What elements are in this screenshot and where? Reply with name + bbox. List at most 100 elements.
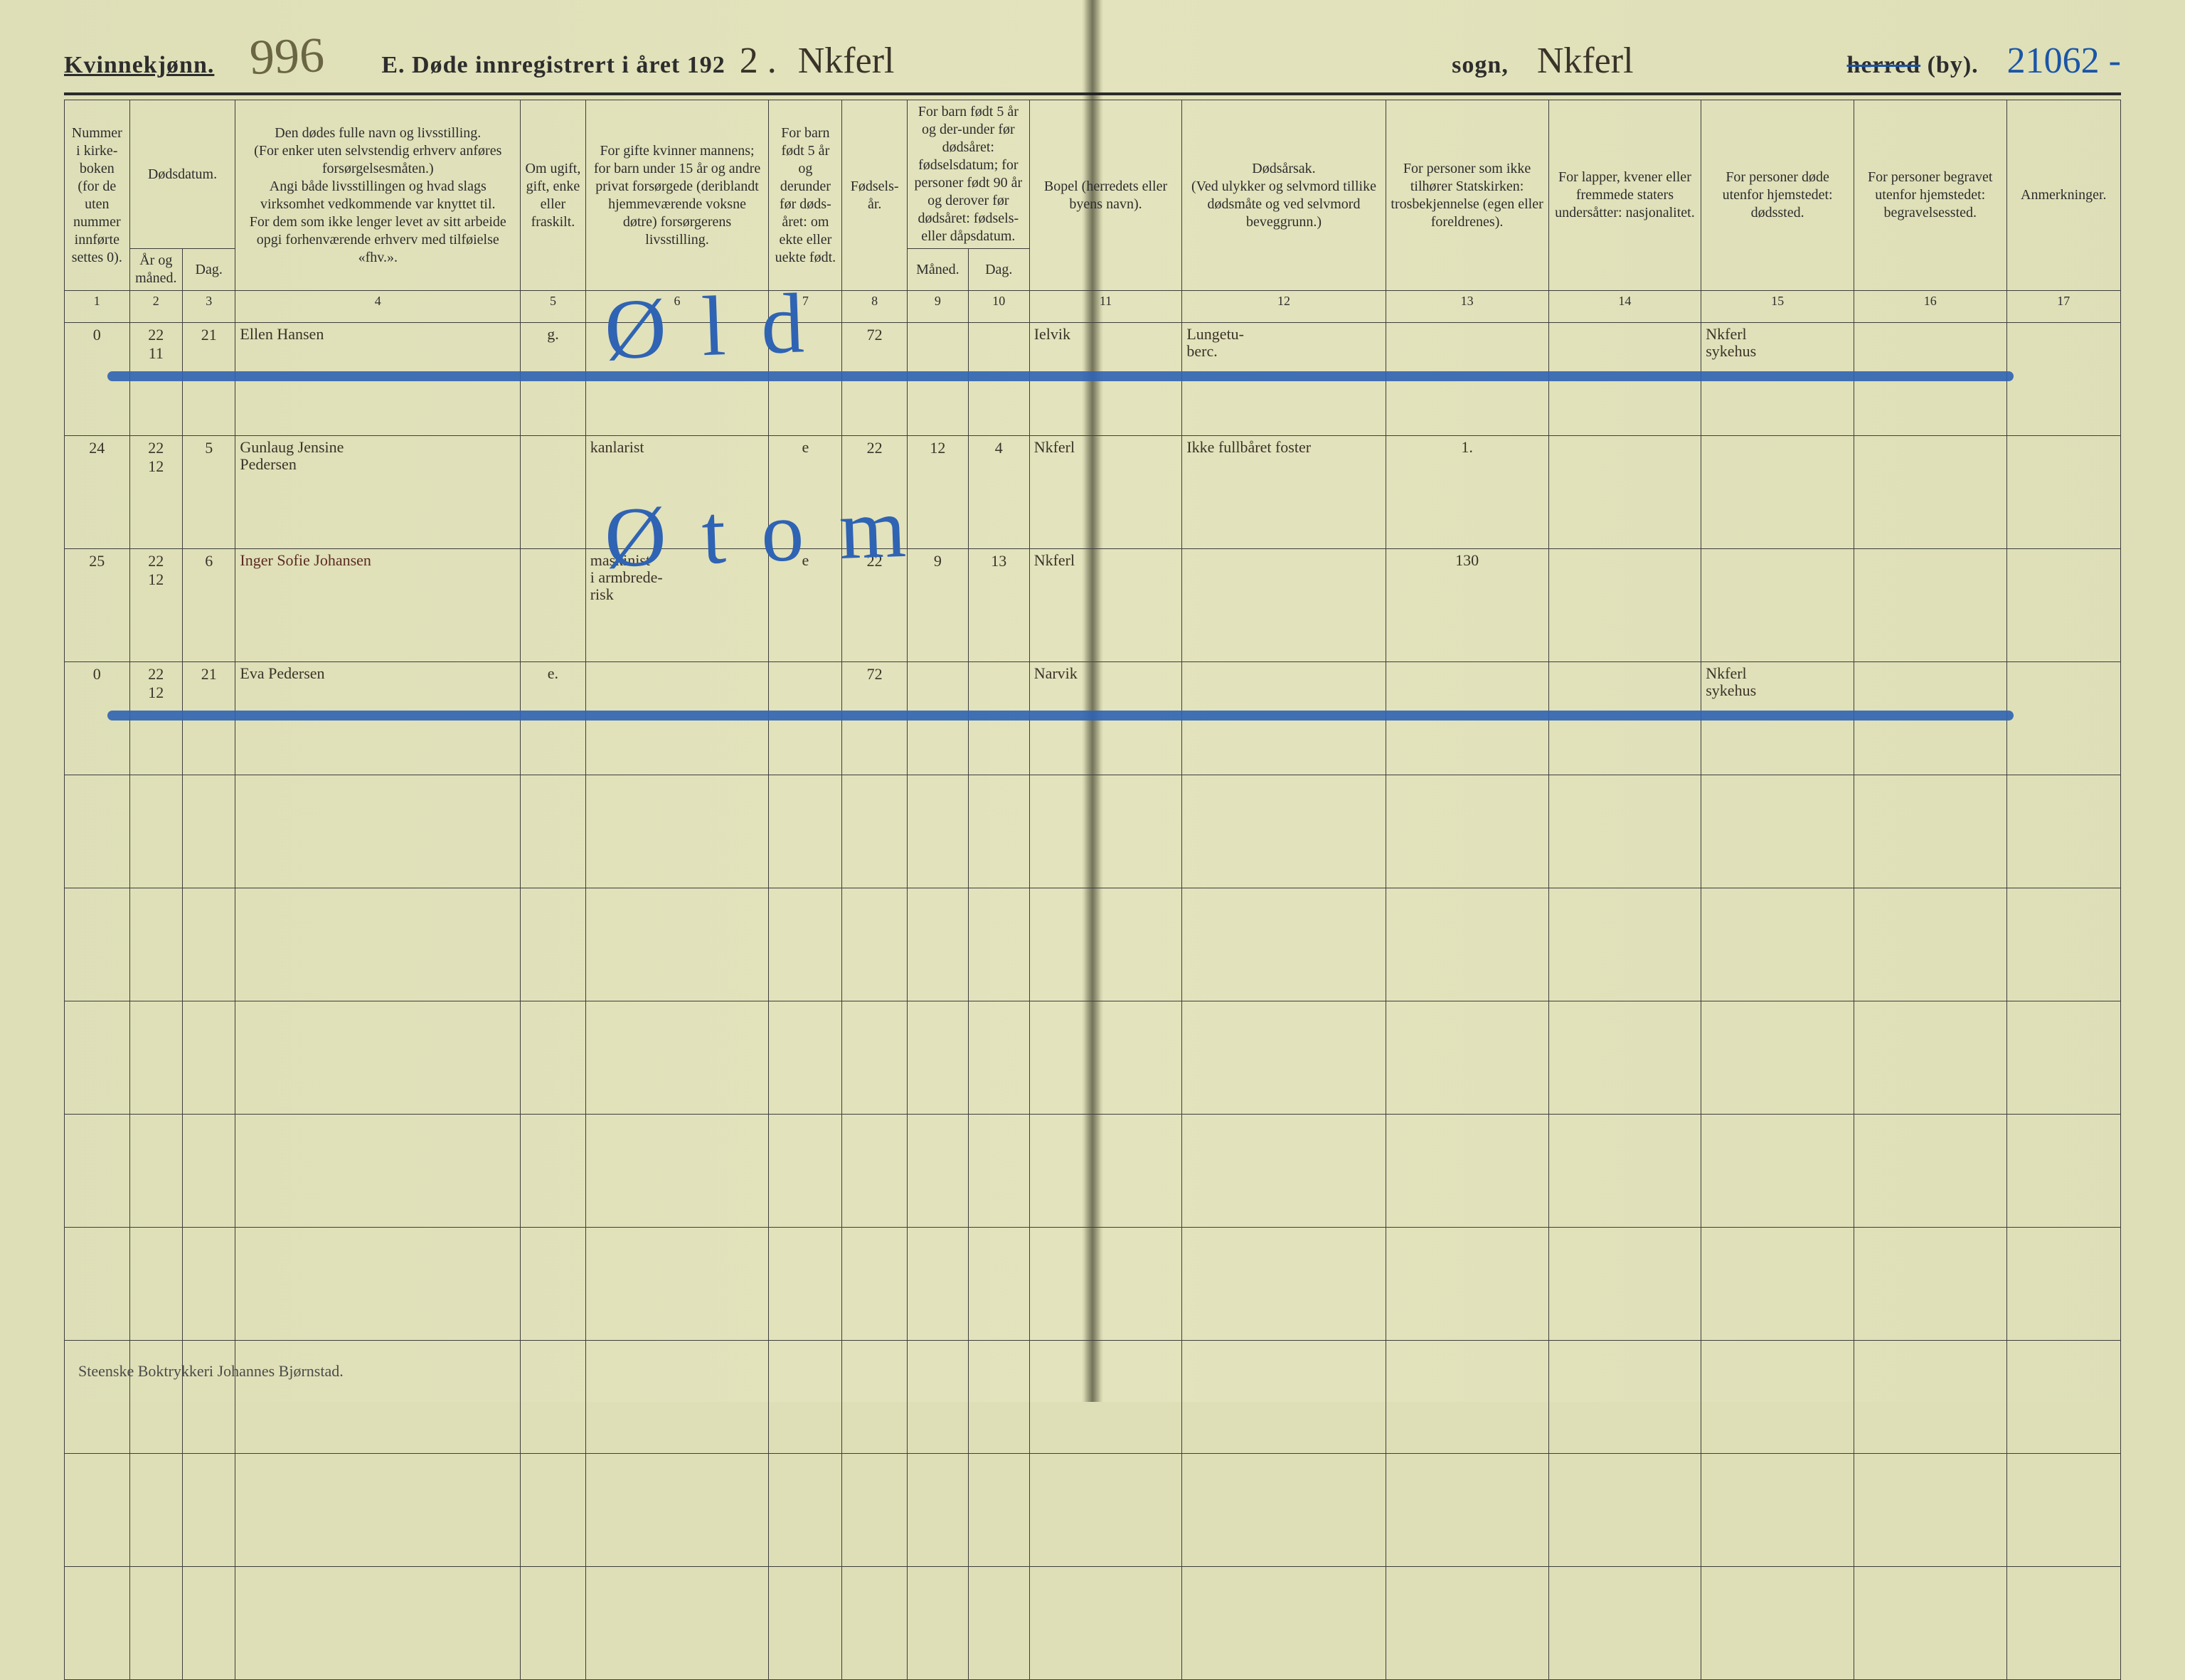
empty-cell (907, 1567, 968, 1680)
empty-cell (1386, 1228, 1548, 1341)
empty-cell (968, 1001, 1029, 1115)
cell-notes (2006, 662, 2120, 775)
cell-residence: Narvik (1029, 662, 1182, 775)
empty-cell (585, 1454, 769, 1567)
empty-cell (2006, 775, 2120, 888)
cell-provider (585, 662, 769, 775)
empty-cell (769, 1115, 842, 1228)
table-head: Nummer i kirke-boken (for de uten nummer… (65, 100, 2121, 323)
empty-cell (521, 1228, 586, 1341)
empty-cell (842, 888, 908, 1001)
table-row (65, 775, 2121, 888)
herred-struck: herred (1847, 52, 1921, 78)
empty-cell (968, 1454, 1029, 1567)
empty-cell (1854, 1454, 2006, 1567)
empty-cell (235, 1228, 521, 1341)
empty-cell (1854, 1341, 2006, 1454)
colnum: 9 (907, 291, 968, 323)
empty-cell (1182, 1567, 1386, 1680)
empty-cell (183, 1454, 235, 1567)
empty-cell (1182, 1115, 1386, 1228)
colnum: 7 (769, 291, 842, 323)
col-2-top-header: Dødsdatum. (129, 100, 235, 249)
cell-name: Eva Pedersen (235, 662, 521, 775)
empty-cell (65, 1567, 130, 1680)
empty-cell (907, 1228, 968, 1341)
cell-death-place: Nkferl sykehus (1701, 662, 1854, 775)
empty-cell (1854, 1567, 2006, 1680)
colnum: 12 (1182, 291, 1386, 323)
empty-cell (1182, 1001, 1386, 1115)
empty-cell (968, 775, 1029, 888)
col-6-header: For gifte kvinner mannens; for barn unde… (585, 100, 769, 291)
cell-b-month: 9 (907, 549, 968, 662)
empty-cell (585, 1001, 769, 1115)
cell-nat (1548, 662, 1701, 775)
cell-num: 25 (65, 549, 130, 662)
empty-cell (2006, 1341, 2120, 1454)
empty-cell (65, 1341, 130, 1454)
cell-legit: e (769, 436, 842, 549)
empty-cell (235, 1341, 521, 1454)
ledger-table: Nummer i kirke-boken (for de uten nummer… (64, 100, 2121, 1680)
empty-cell (1386, 775, 1548, 888)
table-row (65, 1567, 2121, 1680)
cell-day: 5 (183, 436, 235, 549)
cell-birth-year: 72 (842, 662, 908, 775)
empty-cell (129, 1567, 182, 1680)
cell-birth-year: 22 (842, 436, 908, 549)
empty-cell (1029, 1567, 1182, 1680)
cell-birth-year: 22 (842, 549, 908, 662)
empty-cell (1854, 1228, 2006, 1341)
empty-cell (235, 1454, 521, 1567)
empty-cell (1701, 1341, 1854, 1454)
empty-cell (585, 1228, 769, 1341)
empty-cell (1548, 888, 1701, 1001)
table-row (65, 1454, 2121, 1567)
empty-cell (65, 1228, 130, 1341)
empty-cell (968, 1341, 1029, 1454)
cell-status (521, 549, 586, 662)
col-9a-header: Måned. (907, 249, 968, 291)
empty-cell (129, 775, 182, 888)
cell-nat (1548, 323, 1701, 436)
empty-cell (183, 1341, 235, 1454)
empty-cell (585, 1341, 769, 1454)
column-numbers-row: 1 2 3 4 5 6 7 8 9 10 11 12 13 14 15 16 1 (65, 291, 2121, 323)
empty-cell (1182, 888, 1386, 1001)
table-body: 022 1121Ellen Hanseng.72IelvikLungetu- b… (65, 323, 2121, 1680)
empty-cell (1854, 1001, 2006, 1115)
empty-cell (1029, 1001, 1182, 1115)
col-9b-header: Dag. (968, 249, 1029, 291)
year-suffix-hand: 2 . (740, 40, 777, 82)
cell-year-month: 22 11 (129, 323, 182, 436)
empty-cell (2006, 1228, 2120, 1341)
herred-tail: (by). (1920, 52, 1979, 78)
printer-footer: Steenske Boktrykkeri Johannes Bjørnstad. (78, 1362, 344, 1381)
empty-cell (1548, 1115, 1701, 1228)
sogn-label: sogn, (1452, 52, 1509, 79)
empty-cell (235, 775, 521, 888)
cell-death-place: Nkferl sykehus (1701, 323, 1854, 436)
cell-burial (1854, 662, 2006, 775)
cell-day: 21 (183, 662, 235, 775)
cell-legit: e (769, 549, 842, 662)
empty-cell (521, 1567, 586, 1680)
empty-cell (1386, 1341, 1548, 1454)
cell-status: g. (521, 323, 586, 436)
cell-provider: maskinist i armbrede- risk (585, 549, 769, 662)
colnum: 4 (235, 291, 521, 323)
empty-cell (968, 1228, 1029, 1341)
cell-cause: Ikke fullbåret foster (1182, 436, 1386, 549)
colnum: 6 (585, 291, 769, 323)
empty-cell (235, 1115, 521, 1228)
empty-cell (129, 1454, 182, 1567)
empty-cell (1182, 1228, 1386, 1341)
empty-cell (1029, 775, 1182, 888)
empty-cell (968, 1115, 1029, 1228)
empty-cell (2006, 1454, 2120, 1567)
col-13-header: For personer som ikke tilhører Statskirk… (1386, 100, 1548, 291)
empty-cell (1701, 1115, 1854, 1228)
table-row (65, 1228, 2121, 1341)
cell-legit (769, 662, 842, 775)
